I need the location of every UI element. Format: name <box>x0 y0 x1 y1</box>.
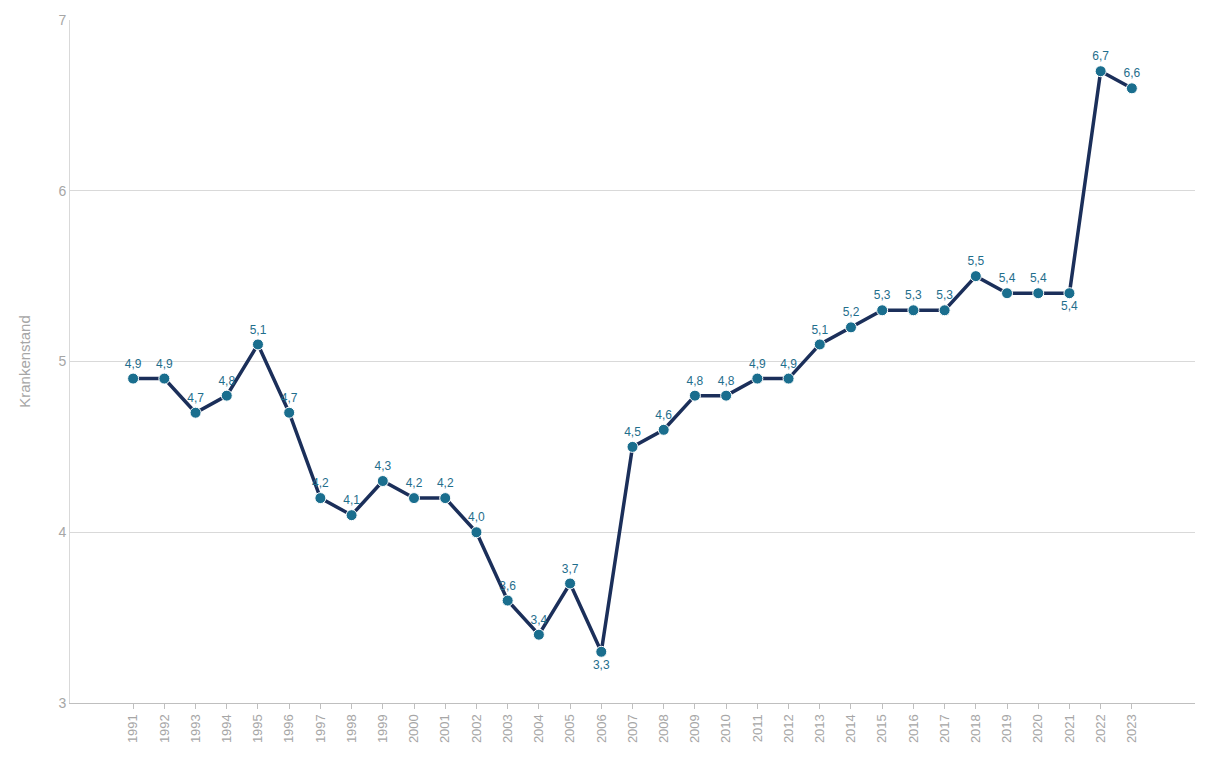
svg-text:1992: 1992 <box>157 714 172 743</box>
svg-text:4,2: 4,2 <box>437 476 454 490</box>
svg-text:4,9: 4,9 <box>125 357 142 371</box>
svg-text:1995: 1995 <box>250 714 265 743</box>
svg-text:4,9: 4,9 <box>749 357 766 371</box>
svg-text:2003: 2003 <box>500 714 515 743</box>
svg-text:2006: 2006 <box>594 714 609 743</box>
svg-text:2007: 2007 <box>625 714 640 743</box>
svg-text:3,7: 3,7 <box>562 562 579 576</box>
svg-text:5,5: 5,5 <box>967 254 984 268</box>
svg-text:4,8: 4,8 <box>218 374 235 388</box>
svg-text:2015: 2015 <box>874 714 889 743</box>
svg-text:6,7: 6,7 <box>1092 49 1109 63</box>
svg-text:4,0: 4,0 <box>468 510 485 524</box>
svg-text:5,4: 5,4 <box>1061 299 1078 313</box>
svg-text:1993: 1993 <box>188 714 203 743</box>
svg-text:4,6: 4,6 <box>655 408 672 422</box>
svg-text:5,3: 5,3 <box>936 288 953 302</box>
svg-text:4,3: 4,3 <box>374 459 391 473</box>
svg-text:2019: 2019 <box>999 714 1014 743</box>
svg-text:2016: 2016 <box>906 714 921 743</box>
svg-text:2010: 2010 <box>718 714 733 743</box>
svg-text:2002: 2002 <box>469 714 484 743</box>
svg-text:1997: 1997 <box>313 714 328 743</box>
svg-text:1996: 1996 <box>281 714 296 743</box>
svg-text:2020: 2020 <box>1030 714 1045 743</box>
svg-text:4,9: 4,9 <box>780 357 797 371</box>
svg-text:2018: 2018 <box>968 714 983 743</box>
svg-text:2004: 2004 <box>531 714 546 743</box>
svg-text:2000: 2000 <box>406 714 421 743</box>
svg-text:4,8: 4,8 <box>718 374 735 388</box>
svg-text:2009: 2009 <box>687 714 702 743</box>
svg-text:4,2: 4,2 <box>406 476 423 490</box>
svg-text:2017: 2017 <box>937 714 952 743</box>
svg-text:5,4: 5,4 <box>1030 271 1047 285</box>
svg-text:1994: 1994 <box>219 714 234 743</box>
svg-text:4,1: 4,1 <box>343 493 360 507</box>
svg-text:5,1: 5,1 <box>250 323 267 337</box>
svg-text:4,8: 4,8 <box>687 374 704 388</box>
svg-text:1998: 1998 <box>344 714 359 743</box>
svg-text:2008: 2008 <box>656 714 671 743</box>
svg-text:4,2: 4,2 <box>312 476 329 490</box>
svg-text:5,2: 5,2 <box>843 305 860 319</box>
svg-text:2014: 2014 <box>843 714 858 743</box>
svg-text:2013: 2013 <box>812 714 827 743</box>
svg-text:4: 4 <box>58 524 66 540</box>
svg-text:1991: 1991 <box>125 714 140 743</box>
svg-text:3: 3 <box>58 695 66 711</box>
svg-text:6: 6 <box>58 183 66 199</box>
svg-text:2022: 2022 <box>1093 714 1108 743</box>
svg-text:3,6: 3,6 <box>499 579 516 593</box>
svg-text:5,3: 5,3 <box>874 288 891 302</box>
svg-text:4,9: 4,9 <box>156 357 173 371</box>
svg-text:4,7: 4,7 <box>281 391 298 405</box>
svg-text:Krankenstand: Krankenstand <box>16 315 33 408</box>
svg-text:4,7: 4,7 <box>187 391 204 405</box>
svg-text:2021: 2021 <box>1062 714 1077 743</box>
svg-text:2012: 2012 <box>781 714 796 743</box>
svg-text:5: 5 <box>58 353 66 369</box>
svg-text:4,5: 4,5 <box>624 425 641 439</box>
svg-text:2005: 2005 <box>562 714 577 743</box>
svg-text:5,3: 5,3 <box>905 288 922 302</box>
svg-text:5,1: 5,1 <box>811 323 828 337</box>
svg-text:2023: 2023 <box>1124 714 1139 743</box>
svg-text:2001: 2001 <box>437 714 452 743</box>
svg-text:6,6: 6,6 <box>1124 66 1141 80</box>
svg-text:3,4: 3,4 <box>531 613 548 627</box>
svg-text:3,3: 3,3 <box>593 658 610 672</box>
svg-text:1999: 1999 <box>375 714 390 743</box>
svg-text:7: 7 <box>58 12 66 28</box>
svg-text:2011: 2011 <box>750 714 765 742</box>
svg-text:5,4: 5,4 <box>999 271 1016 285</box>
